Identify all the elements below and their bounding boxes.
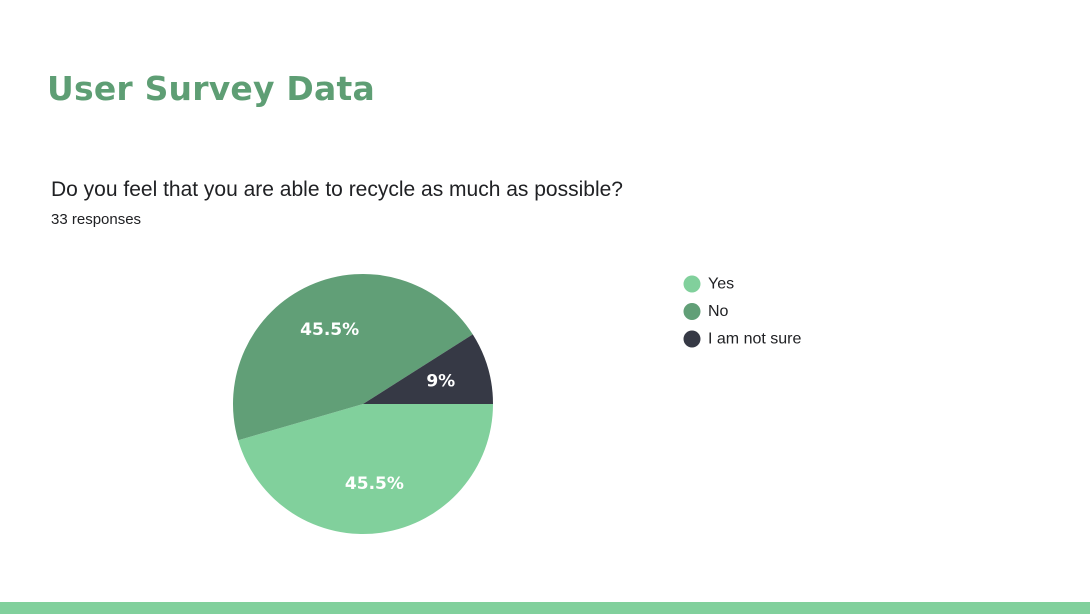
pie-slice-i-am-not-sure[interactable] [363, 334, 493, 404]
footer-accent-bar [0, 602, 1090, 614]
pie-slice-no[interactable] [232, 273, 473, 441]
slice-value-label: 45.5% [300, 320, 359, 340]
slice-value-label: 9% [426, 371, 455, 391]
legend-swatch [683, 330, 701, 348]
pie-slices [232, 273, 493, 535]
chart-legend: Yes No I am not sure [683, 275, 802, 348]
legend-label: I am not sure [708, 331, 801, 348]
legend-item[interactable]: I am not sure [683, 330, 802, 348]
legend-label: No [708, 303, 729, 320]
slice-value-label: 45.5% [345, 474, 404, 494]
response-count: 33 responses [51, 211, 142, 228]
slide-title: User Survey Data [47, 69, 375, 108]
legend-item[interactable]: Yes [683, 275, 735, 293]
pie-labels: 45.5% 45.5% 9% [300, 320, 455, 494]
legend-label: Yes [708, 276, 734, 293]
pie-slice-yes[interactable] [238, 404, 493, 535]
legend-swatch [683, 275, 701, 293]
legend-swatch [683, 303, 701, 320]
survey-question: Do you feel that you are able to recycle… [51, 178, 623, 201]
legend-item[interactable]: No [683, 303, 729, 320]
